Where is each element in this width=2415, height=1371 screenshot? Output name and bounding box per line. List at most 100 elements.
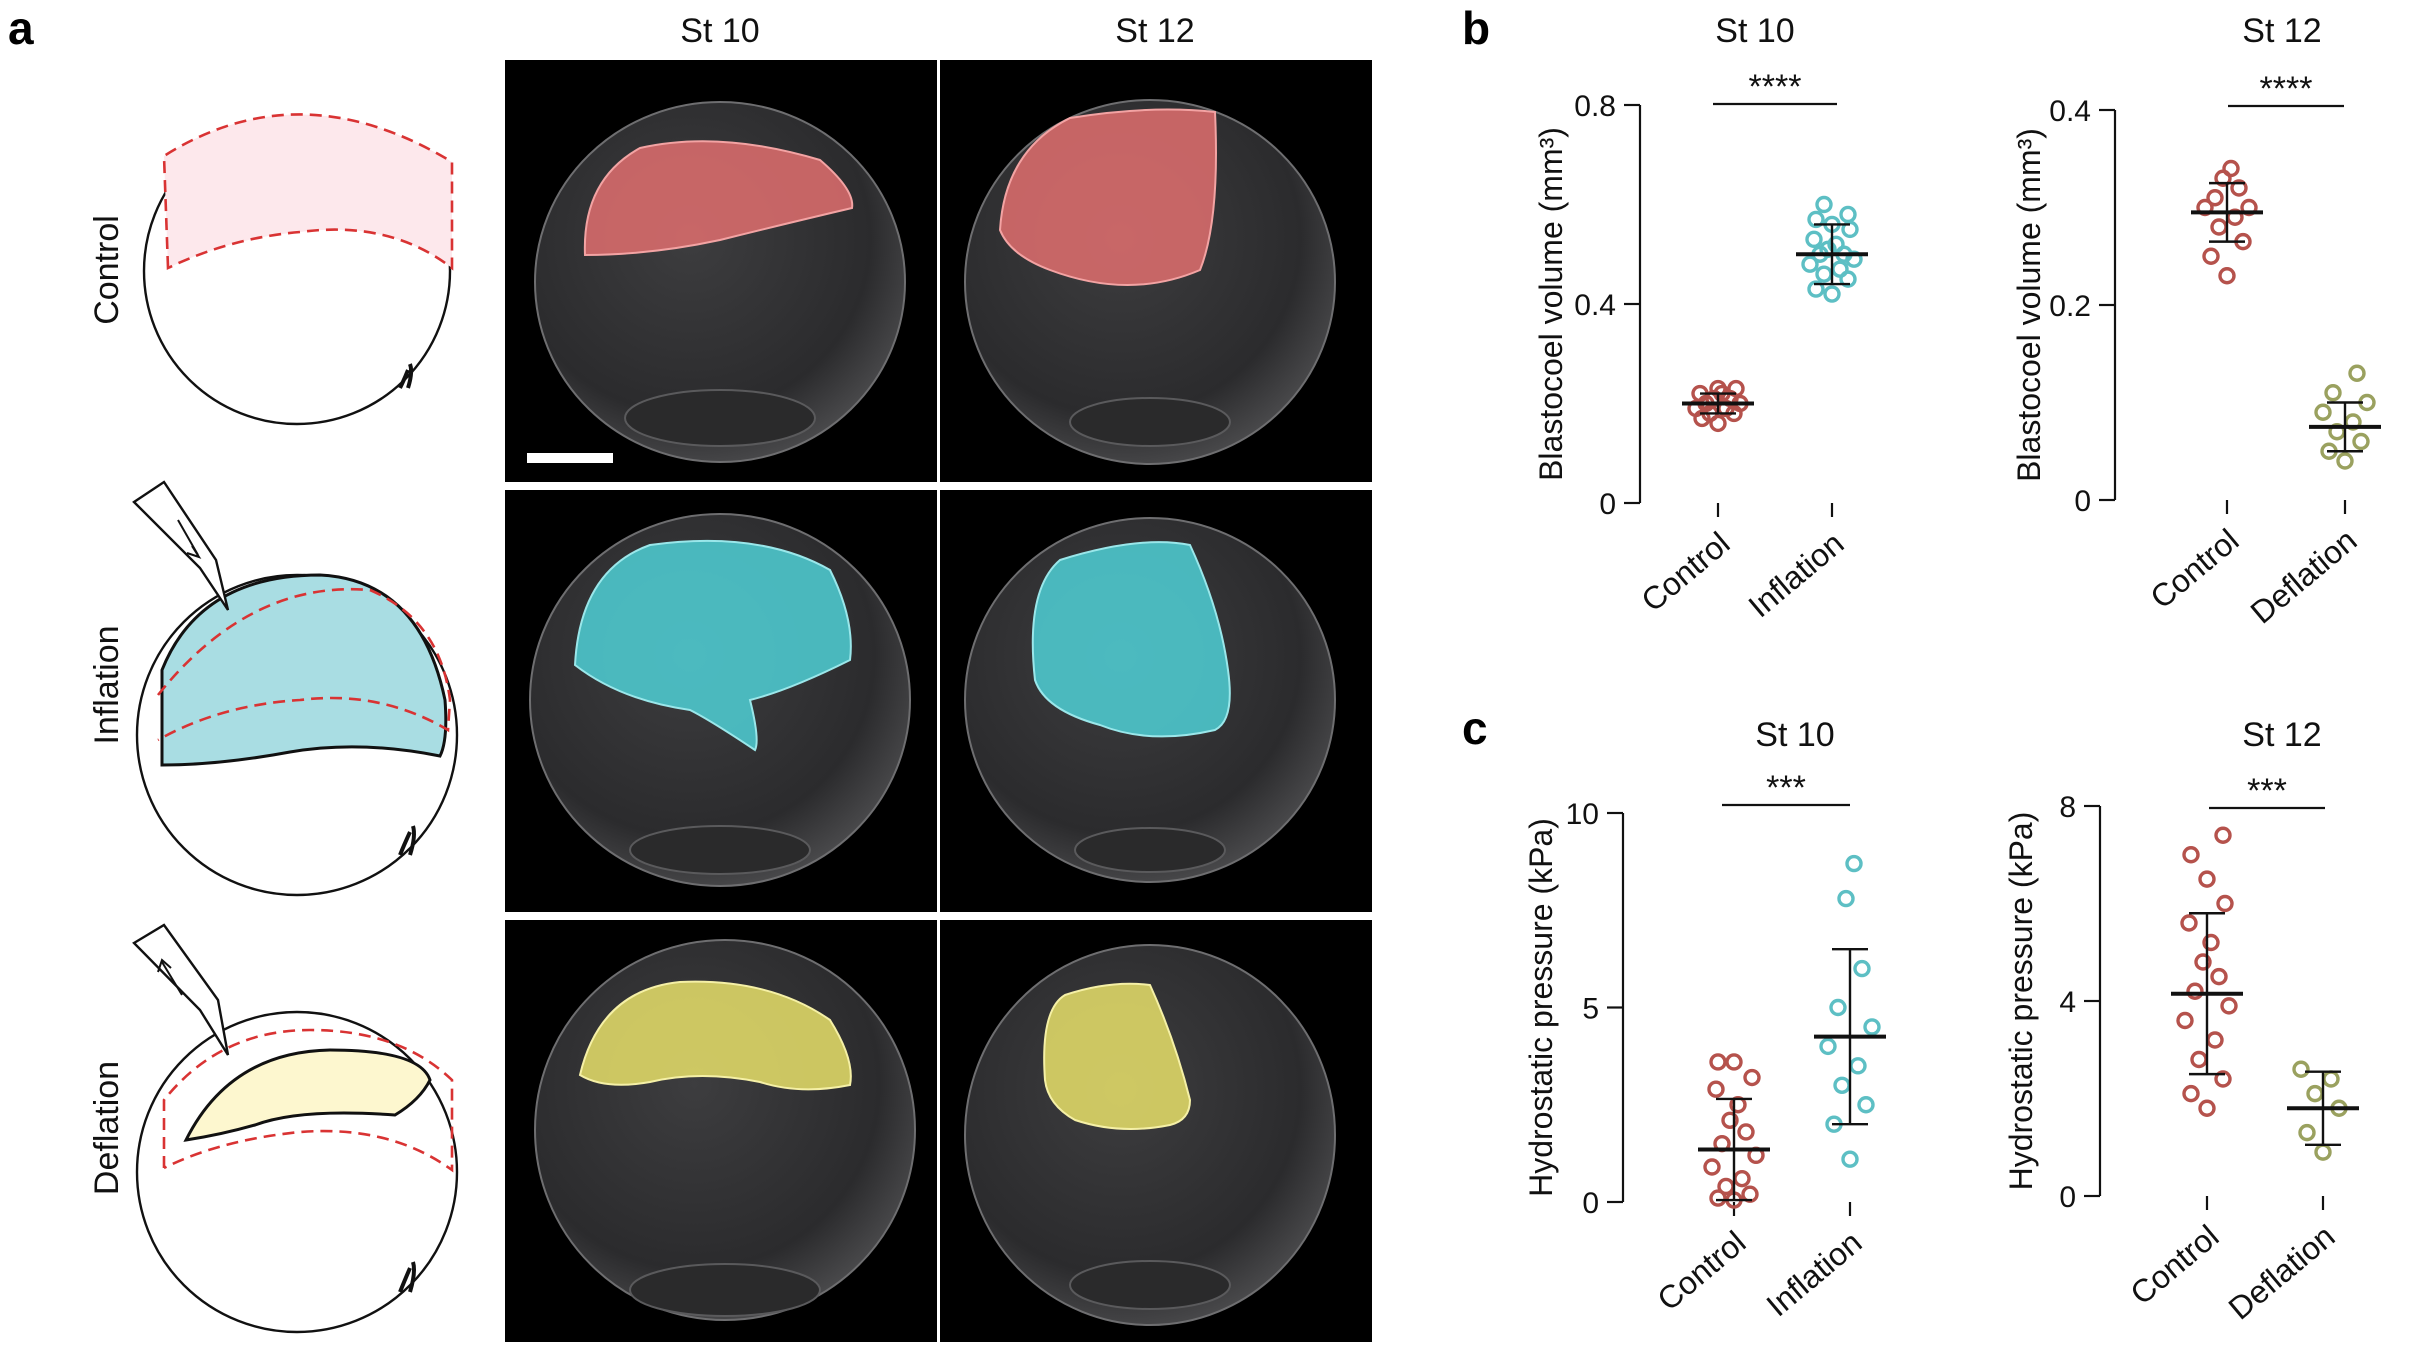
data-point (2210, 967, 2228, 986)
significance-label: *** (2247, 772, 2287, 810)
data-point (1829, 998, 1847, 1017)
data-point (1717, 1177, 1735, 1196)
y-tick-label: 0 (1599, 488, 1616, 521)
data-point (2230, 179, 2248, 197)
panel-letter-b: b (1462, 2, 1490, 54)
data-point (2180, 914, 2198, 932)
chart-c-st12: St 12 0 4 8 Hydrostatic pressure (kPa) *** Con… (2003, 716, 2359, 1327)
data-point (2214, 1070, 2232, 1088)
data-point (1845, 854, 1863, 873)
x-category-label: Inflation (1742, 525, 1851, 625)
y-axis-label: Blastocoel volume (mm³) (1533, 127, 1569, 481)
chart-title: St 12 (2242, 12, 2321, 50)
y-tick-label: 0.8 (1574, 90, 1616, 123)
data-point (2196, 198, 2214, 217)
significance-label: **** (1749, 68, 1802, 106)
data-point (1841, 1150, 1859, 1168)
x-category-label: Inflation (1760, 1224, 1869, 1324)
data-point (1823, 285, 1841, 303)
data-point (2198, 1099, 2216, 1117)
x-category-label: Control (1634, 525, 1736, 619)
x-category-label: Control (2143, 522, 2245, 616)
render-control-st12 (940, 60, 1372, 482)
schematic-control (142, 113, 454, 426)
data-point (1807, 280, 1825, 298)
panel-letter-a: a (8, 2, 34, 54)
data-point (2190, 1050, 2208, 1069)
row-label-deflation: Deflation (88, 1061, 126, 1195)
data-point (2240, 198, 2258, 217)
data-point (1707, 1080, 1725, 1098)
data-point (2314, 1143, 2332, 1161)
render-deflation-st12 (940, 920, 1372, 1342)
row-label-inflation: Inflation (88, 625, 126, 744)
render-control-st10 (505, 60, 937, 482)
data-point (2206, 189, 2224, 207)
data-point (1815, 195, 1833, 214)
y-tick-label: 0.4 (1574, 289, 1616, 322)
data-point (1805, 230, 1823, 249)
y-tick-label: 8 (2059, 791, 2076, 824)
data-point (2218, 267, 2236, 285)
render-inflation-st10 (505, 490, 937, 912)
render-deflation-st10 (505, 920, 937, 1342)
schematic-deflation (132, 923, 459, 1334)
data-point (2314, 403, 2332, 421)
chart-title: St 12 (2242, 716, 2321, 754)
x-category-label: Control (2123, 1218, 2225, 1312)
data-point (1727, 379, 1745, 398)
data-point (2306, 1084, 2324, 1103)
data-point (2176, 1011, 2194, 1030)
significance-label: *** (1766, 769, 1806, 807)
data-point (2182, 1084, 2200, 1103)
schematic-inflation (132, 480, 459, 897)
data-point (2352, 432, 2370, 451)
data-point (1737, 1123, 1755, 1141)
data-point (1819, 1037, 1837, 1056)
data-point (2348, 364, 2366, 382)
data-point (1815, 265, 1833, 283)
row-label-control: Control (88, 215, 126, 325)
data-point (1831, 260, 1849, 278)
data-point (1733, 1169, 1751, 1188)
column-title-st10: St 10 (680, 12, 759, 50)
data-point (2292, 1060, 2310, 1078)
panel-letter-c: c (1462, 702, 1488, 754)
y-axis-label: Blastocoel volume (mm³) (2011, 128, 2047, 482)
data-point (2336, 452, 2354, 470)
y-axis-label: Hydrostatic pressure (kPa) (2003, 812, 2039, 1191)
data-point (2222, 159, 2240, 178)
data-point (2198, 870, 2216, 888)
data-point (1857, 1096, 1875, 1114)
data-point (2206, 1031, 2224, 1049)
data-point (1837, 889, 1855, 908)
data-point (1725, 1053, 1743, 1071)
chart-title: St 10 (1755, 716, 1834, 754)
y-axis-label: Hydrostatic pressure (kPa) (1523, 818, 1559, 1197)
x-category-label: Control (1650, 1224, 1752, 1318)
data-point (1743, 1068, 1761, 1087)
y-tick-label: 0 (2059, 1181, 2076, 1214)
x-category-label: Deflation (2222, 1218, 2342, 1327)
data-point (1853, 959, 1871, 978)
data-point (1709, 1053, 1727, 1071)
column-title-st12: St 12 (1115, 12, 1194, 50)
data-point (1709, 1189, 1727, 1207)
data-point (1863, 1018, 1881, 1036)
data-point (1827, 235, 1845, 254)
data-point (2202, 247, 2220, 265)
data-point (2202, 933, 2220, 952)
x-category-label: Deflation (2244, 522, 2364, 631)
data-point (1807, 210, 1825, 229)
data-point (1833, 1076, 1851, 1095)
y-tick-label: 0 (2074, 485, 2091, 518)
data-point (1849, 1057, 1867, 1075)
y-tick-label: 0 (1582, 1187, 1599, 1220)
significance-label: **** (2260, 70, 2313, 108)
render-inflation-st12 (940, 490, 1372, 912)
y-tick-label: 0.4 (2049, 95, 2091, 128)
data-point (2182, 846, 2200, 864)
